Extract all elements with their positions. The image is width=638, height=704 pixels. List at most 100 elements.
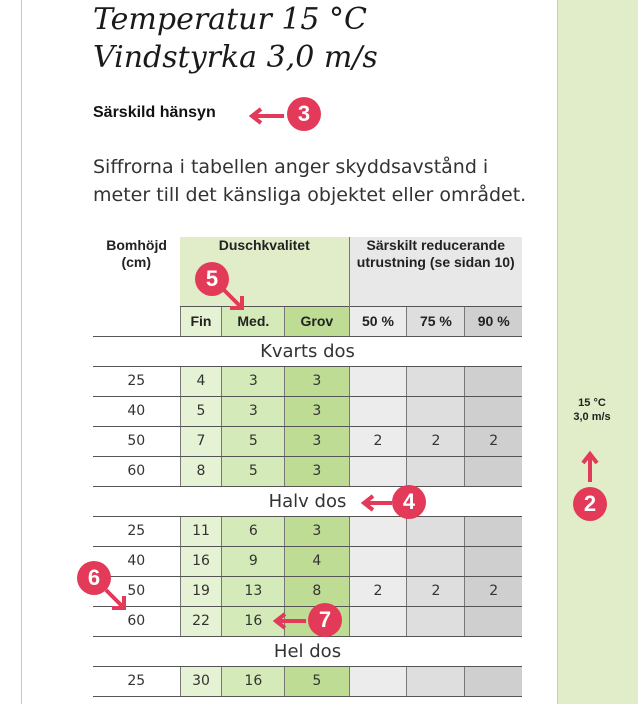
strip-temperature: 15 °C [578,397,606,409]
callout-6: 6 [77,561,111,595]
cell-p90 [464,546,522,577]
callout-3: 3 [287,97,321,131]
subheader-90: 90 % [464,305,522,337]
cell-fin: 4 [179,366,222,397]
cell-p90 [464,666,522,697]
cell-p50 [348,516,407,547]
section-title: Kvarts dos [93,336,522,367]
cell-med: 9 [221,546,285,577]
cell-bomhojd: 40 [93,396,180,427]
cell-p90 [464,396,522,427]
cell-med: 5 [221,426,285,457]
table-subheader-row: Fin Med. Grov 50 % 75 % 90 % [93,305,522,337]
table-header-row: Bomhöjd (cm) Duschkvalitet Särskilt redu… [93,237,522,337]
section-title: Hel dos [93,636,522,667]
callout-7-arrow [272,612,306,630]
cell-fin: 16 [179,546,222,577]
cell-p50 [348,456,407,487]
cell-p50: 2 [348,576,407,607]
header-reducerande: Särskilt reducerande utrustning (se sida… [348,237,522,306]
cell-med: 16 [221,666,285,697]
cell-p90 [464,606,522,637]
section-row: Kvarts dos [93,336,522,367]
cell-p75 [406,606,465,637]
subheader-fin: Fin [179,305,222,337]
subheader-grov: Grov [284,305,349,337]
cell-grov: 3 [284,516,349,547]
callout-4-arrow [360,494,392,512]
cell-p90: 2 [464,576,522,607]
intro-paragraph: Siffrorna i tabellen anger skyddsavstånd… [93,156,527,206]
header-reducerande-label: Särskilt reducerande utrustning (se sida… [356,237,515,270]
cell-grov: 8 [284,576,349,607]
callout-3-arrow [248,107,284,125]
distance-table: Bomhöjd (cm) Duschkvalitet Särskilt redu… [93,237,522,697]
cell-fin: 11 [179,516,222,547]
cell-grov: 3 [284,426,349,457]
cell-p75 [406,456,465,487]
cell-med: 13 [221,576,285,607]
section-title: Halv dos [93,486,522,517]
callout-2: 2 [573,487,607,521]
cell-p75 [406,396,465,427]
cell-fin: 19 [179,576,222,607]
cell-fin: 30 [179,666,222,697]
subheading: Särskild hänsyn [93,104,216,121]
cell-p90 [464,516,522,547]
cell-p75 [406,516,465,547]
cell-p50 [348,366,407,397]
cell-fin: 22 [179,606,222,637]
callout-2-arrow [581,450,599,482]
table-row: 25 30 16 5 [93,666,522,697]
table-row: 50 7 5 3 2 2 2 [93,426,522,457]
cell-p90 [464,366,522,397]
strip-wind: 3,0 m/s [573,411,611,423]
callout-4: 4 [392,485,426,519]
cell-p50 [348,666,407,697]
table-row: 50 19 13 8 2 2 2 [93,576,522,607]
cell-p75 [406,366,465,397]
cell-med: 3 [221,366,285,397]
cell-bomhojd: 60 [93,456,180,487]
section-row: Halv dos [93,486,522,517]
header-duschkvalitet: Duschkvalitet [180,237,349,306]
table-row: 40 5 3 3 [93,396,522,427]
cell-med: 5 [221,456,285,487]
heading-temperature: Temperatur 15 °C [93,2,367,37]
subheader-50: 50 % [348,305,407,337]
cell-p90: 2 [464,426,522,457]
cell-fin: 7 [179,426,222,457]
cell-p50: 2 [348,426,407,457]
cell-p50 [348,606,407,637]
section-row: Hel dos [93,636,522,667]
table-body: Kvarts dos 25 4 3 3 40 5 3 3 50 7 5 3 2 2 2 60 8 5 3 Halv do… [93,336,522,697]
page-left-border [21,0,22,704]
table-row: 60 8 5 3 [93,456,522,487]
side-strip [557,0,638,704]
callout-5: 5 [195,262,229,296]
table-row: 25 11 6 3 [93,516,522,547]
subheader-med: Med. [221,305,285,337]
subheader-75: 75 % [406,305,465,337]
callout-6-arrow [104,588,126,610]
cell-med: 3 [221,396,285,427]
cell-p75: 2 [406,576,465,607]
heading-wind: Vindstyrka 3,0 m/s [93,40,378,75]
cell-bomhojd: 25 [93,516,180,547]
cell-grov: 3 [284,366,349,397]
cell-grov: 4 [284,546,349,577]
cell-fin: 5 [179,396,222,427]
table-row: 40 16 9 4 [93,546,522,577]
cell-grov: 3 [284,396,349,427]
header-bomhojd-label: Bomhöjd (cm) [106,237,167,270]
cell-p90 [464,456,522,487]
cell-med: 6 [221,516,285,547]
cell-p50 [348,396,407,427]
cell-p50 [348,546,407,577]
cell-p75: 2 [406,426,465,457]
cell-grov: 5 [284,666,349,697]
cell-p75 [406,546,465,577]
cell-fin: 8 [179,456,222,487]
table-row: 25 4 3 3 [93,366,522,397]
cell-bomhojd: 60 [93,606,180,637]
